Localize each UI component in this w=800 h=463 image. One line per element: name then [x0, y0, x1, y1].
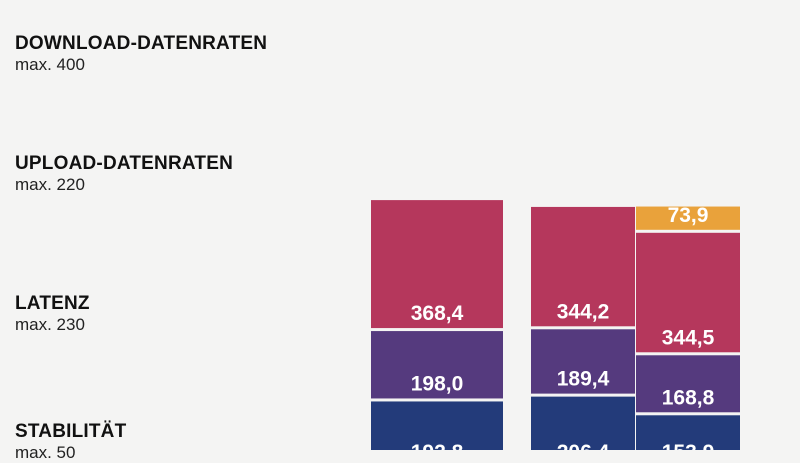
category-latenz-max: max. 230	[15, 315, 85, 334]
stacked-bar-chart: 192,8 198,0 368,4 206,4 189,4 344,2 153,9 168,8…	[371, 200, 740, 450]
category-upload-name: UPLOAD-DATENRATEN	[15, 153, 234, 174]
value-label-stabilität-3: 153,9	[662, 441, 715, 450]
category-latenz: LATENZ max. 230	[15, 293, 90, 335]
value-label-stabilität-2: 206,4	[557, 441, 610, 450]
value-label-upload-datenraten-1: 368,4	[411, 302, 464, 325]
bar-segment-latenz-2	[531, 329, 635, 394]
category-latenz-name: LATENZ	[15, 293, 90, 314]
value-label-latenz-2: 189,4	[557, 368, 610, 391]
value-label-upload-datenraten-3: 344,5	[662, 326, 715, 349]
bar-segment-latenz-3	[636, 355, 740, 413]
bar-segment-stabilität-1	[371, 401, 503, 450]
bar-segment-upload-datenraten-3	[636, 232, 740, 353]
bar-segment-upload-datenraten-2	[531, 206, 635, 327]
bar-segment-download-datenraten-3	[636, 206, 740, 230]
bar-segment-latenz-1	[371, 331, 503, 399]
category-download-max: max. 400	[15, 55, 85, 74]
bar-segment-upload-datenraten-1	[371, 200, 503, 329]
bar-segment-stabilität-2	[531, 396, 635, 450]
category-stabilitaet-name: STABILITÄT	[15, 421, 127, 442]
category-upload-max: max. 220	[15, 175, 85, 194]
category-download-name: DOWNLOAD-DATENRATEN	[15, 33, 268, 54]
value-label-latenz-3: 168,8	[662, 386, 715, 409]
category-download: DOWNLOAD-DATENRATEN max. 400	[15, 33, 267, 75]
value-label-download-datenraten-3: 73,9	[668, 204, 709, 227]
value-label-upload-datenraten-2: 344,2	[557, 300, 610, 323]
category-upload: UPLOAD-DATENRATEN max. 220	[15, 153, 233, 195]
bar-segment-stabilität-3	[636, 415, 740, 450]
value-label-latenz-1: 198,0	[411, 372, 464, 395]
value-label-stabilität-1: 192,8	[411, 441, 464, 450]
